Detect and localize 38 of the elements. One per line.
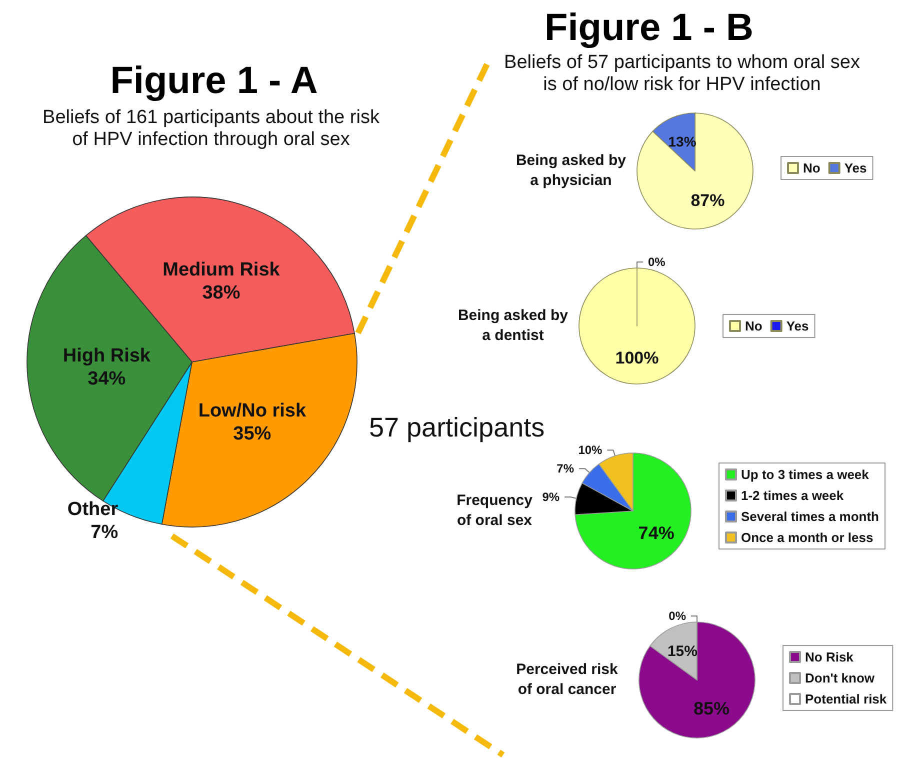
- text: Being asked by a dentist: [456, 306, 570, 346]
- text: Perceived risk of oral cancer: [515, 660, 619, 700]
- legend-label: No Risk: [805, 650, 854, 664]
- data-label: 38%: [202, 282, 240, 304]
- text: Figure 1 - B: [543, 7, 755, 49]
- data-label: 74%: [638, 522, 674, 543]
- legend-label: Yes: [786, 318, 809, 334]
- text: 57 participants: [369, 412, 545, 442]
- data-label: 87%: [690, 190, 725, 210]
- slice-label: Medium Risk: [162, 260, 280, 281]
- legend-label: Several times a month: [741, 509, 880, 524]
- legend-label: Don't know: [805, 670, 876, 686]
- slice-label: Other: [67, 499, 119, 520]
- text: Beliefs of 57 participants to whom oral sex is of no/low risk for HPV infection: [503, 52, 861, 96]
- data-label: 34%: [88, 368, 126, 390]
- text: Frequency of oral sex: [456, 491, 534, 531]
- text: 0%: [648, 255, 666, 269]
- data-label: 100%: [615, 348, 659, 368]
- data-label: 85%: [694, 698, 730, 719]
- text: 0%: [668, 609, 686, 623]
- legend-label: Once a month or less: [741, 530, 874, 545]
- data-label: 7%: [90, 522, 118, 544]
- legend-label: 1-2 times a week: [741, 488, 844, 503]
- text: Being asked by a physician: [514, 151, 628, 191]
- legend-label: No: [803, 160, 820, 176]
- data-label: 35%: [233, 424, 272, 445]
- chart-title: Figure 1 - A: [109, 60, 319, 102]
- legend-label: Potential risk: [805, 692, 888, 706]
- slice-label: High Risk: [62, 345, 151, 366]
- chart-subtitle: Beliefs of 161 participants about the risk of HPV infection through oral sex: [42, 107, 380, 151]
- data-label: 7%: [556, 462, 574, 476]
- data-label: 10%: [578, 443, 603, 458]
- legend-label: Yes: [844, 160, 867, 176]
- legend-label: No: [745, 318, 762, 334]
- slice-label: Low/No risk: [198, 400, 306, 422]
- data-label: 9%: [542, 490, 560, 504]
- data-label: 15%: [667, 642, 698, 660]
- legend-label: Up to 3 times a week: [741, 467, 870, 482]
